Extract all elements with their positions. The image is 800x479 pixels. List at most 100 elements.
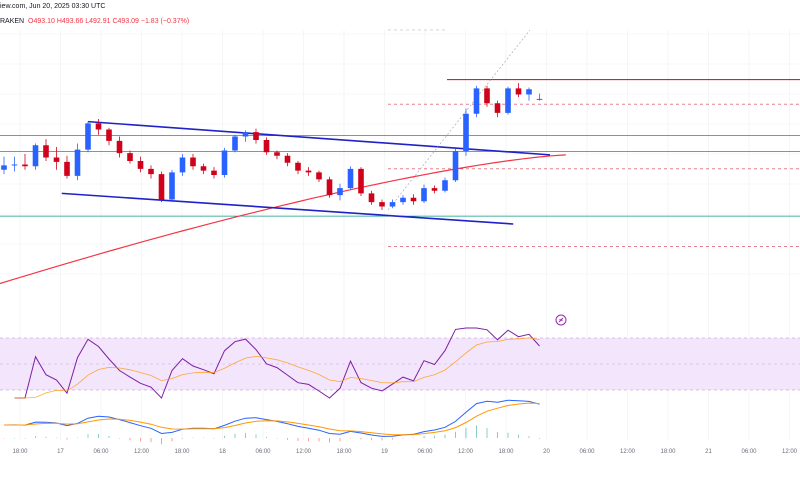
candle-body (389, 202, 396, 207)
candle-body (169, 172, 175, 200)
macd-histogram-bar (476, 425, 477, 438)
candles (1, 83, 543, 210)
macd-histogram-bar (98, 434, 99, 438)
candle-body (137, 161, 144, 169)
macd-histogram-bar (329, 438, 330, 443)
macd-histogram-bar (182, 438, 183, 439)
candle-body (368, 193, 375, 203)
candle-body (505, 88, 511, 113)
candle-body (421, 188, 427, 202)
macd-histogram-bar (192, 437, 194, 439)
candle-body (326, 179, 333, 196)
candle-body (43, 145, 49, 158)
macd-line (3, 399, 540, 437)
macd-histogram-bar (423, 435, 425, 438)
candle-body (484, 88, 490, 104)
macd-histogram-bar (35, 436, 36, 438)
time-axis-label: 18:00 (12, 449, 28, 455)
time-axis-label: 18:00 (660, 449, 676, 455)
macd-histogram-bar (297, 438, 299, 441)
candle-body (316, 172, 322, 180)
macd-histogram-bar (308, 438, 309, 442)
candle-body (400, 197, 406, 203)
candle-body (337, 188, 343, 196)
rsi-line (14, 327, 540, 399)
time-axis-label: 18:00 (174, 449, 190, 455)
indicator-lines (0, 29, 566, 285)
ohlc-values: O493.10 H493.66 L492.91 C493.09 −1.83 (−… (28, 18, 190, 25)
macd-histogram-bar (171, 438, 173, 442)
macd-histogram-bar (287, 438, 288, 440)
macd-histogram-bar (245, 433, 246, 438)
macd-histogram-bar (318, 438, 320, 442)
time-axis: 18:00 17 06:00 12:00 18:00 18 06:00 12:00 18:00 1… (12, 449, 797, 455)
macd-histogram-bar (108, 435, 110, 438)
candle-body (179, 157, 186, 173)
time-axis-label: 20 (543, 449, 550, 455)
candle-body (127, 153, 133, 161)
candle-body (32, 145, 39, 167)
macd-histogram-bar (255, 434, 257, 438)
candle-body (64, 161, 70, 176)
candle-body (1, 165, 7, 170)
macd-histogram-bar (434, 435, 435, 438)
alert-icon[interactable] (555, 314, 567, 326)
candle-body (274, 152, 280, 156)
candle-body (494, 103, 501, 113)
projection-line (387, 29, 531, 211)
macd-histogram-bar (339, 438, 341, 442)
candle-body (221, 150, 228, 175)
candle-body (85, 123, 91, 150)
macd-histogram-bar (486, 428, 488, 438)
time-axis-label: 06:00 (93, 449, 109, 455)
candle-body (211, 170, 217, 175)
macd-histogram-bar (140, 438, 141, 442)
candle-body (74, 149, 81, 176)
macd-histogram-bar (234, 433, 236, 438)
macd-histogram-bar (360, 438, 362, 440)
macd-histogram-bar (528, 436, 530, 438)
candle-body (95, 123, 102, 130)
candle-body (22, 164, 28, 167)
candle-body (442, 180, 448, 191)
candle-body (11, 164, 18, 166)
macd-histogram-bar (14, 437, 15, 439)
time-axis-label: 18:00 (498, 449, 514, 455)
candle-body (463, 113, 469, 152)
time-axis-label: 12:00 (296, 449, 312, 455)
macd-signal-line (4, 402, 540, 436)
exchange-label: RAKEN (0, 18, 25, 25)
candle-body (295, 162, 301, 171)
candle-body (106, 129, 112, 141)
macd-histogram-bar (413, 437, 414, 439)
macd-histogram-bar (455, 431, 456, 438)
time-axis-label: 18 (219, 449, 226, 455)
macd-histogram-bar (77, 437, 78, 439)
channel-lower-line (61, 192, 514, 225)
time-axis-label: 06:00 (579, 449, 595, 455)
macd-histogram-bar (444, 434, 446, 438)
macd-histogram-bar (266, 436, 267, 438)
macd-histogram-bar (56, 437, 57, 439)
time-axis-label: 18:00 (336, 449, 352, 455)
macd-histogram-bar (465, 427, 467, 438)
time-axis-label: 19 (381, 449, 388, 455)
macd-histogram-bar (24, 438, 26, 439)
macd-histogram-bar (66, 438, 68, 440)
macd-histogram-bar (45, 436, 47, 438)
candle-body (158, 174, 165, 200)
oscillators (3, 327, 540, 445)
macd-histogram-bar (161, 438, 162, 445)
macd-histogram-bar (3, 438, 5, 439)
macd-histogram-bar (119, 438, 120, 439)
macd-histogram-bar (129, 438, 131, 441)
macd-histogram-bar (224, 435, 225, 438)
chart-header-source: iew.com, Jun 20, 2025 03:30 UTC (0, 3, 106, 10)
candle-body (347, 168, 354, 189)
macd-histogram-bar (497, 432, 498, 438)
candle-body (232, 136, 238, 151)
moving-average-line (0, 154, 566, 285)
candle-body (536, 98, 543, 100)
candle-body (116, 140, 123, 154)
macd-histogram-bar (402, 438, 404, 439)
